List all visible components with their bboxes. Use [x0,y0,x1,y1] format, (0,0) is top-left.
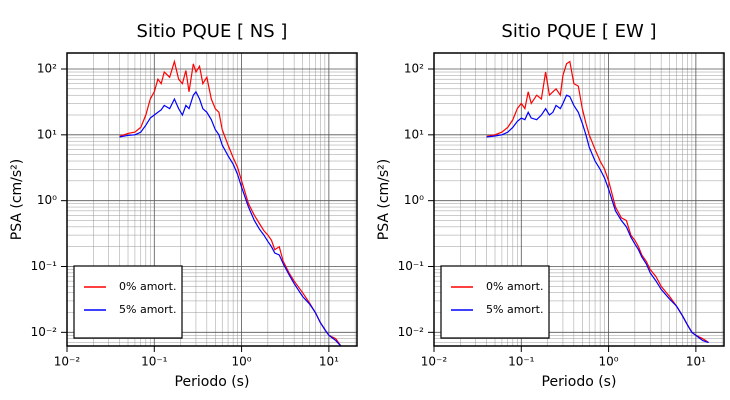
chart-title: Sitio PQUE [ EW ] [501,21,656,42]
x-tick-label: 10¹ [686,355,706,369]
series-line [119,90,342,346]
y-tick-label: 10⁻² [398,325,425,339]
legend-label: 5% amort. [119,303,176,316]
plot-frame [433,52,725,347]
subplot: Sitio PQUE [ NS ] Periodo (s) PSA (cm/s²) 1… [9,21,358,390]
legend-label: 0% amort. [486,280,543,293]
subplot: Sitio PQUE [ EW ] Periodo (s) PSA (cm/s²) 1… [376,21,725,390]
series-line [486,94,709,344]
x-tick-label: 10⁻² [421,355,448,369]
series-line [486,60,709,344]
legend-label: 5% amort. [486,303,543,316]
legend-box [440,265,550,339]
y-tick-label: 10⁰ [37,193,57,207]
x-tick-label: 10⁰ [232,355,252,369]
y-tick-label: 10¹ [37,127,57,141]
x-tick-label: 10¹ [319,355,339,369]
y-tick-label: 10⁻¹ [31,259,58,273]
y-axis-label: PSA (cm/s²) [9,159,25,241]
x-tick-label: 10⁻¹ [141,355,168,369]
y-tick-label: 10⁻¹ [398,259,425,273]
series-line [119,59,342,346]
chart-title: Sitio PQUE [ NS ] [137,21,288,42]
y-tick-label: 10⁻² [31,325,58,339]
legend-box [73,265,183,339]
x-tick-label: 10⁻² [54,355,81,369]
y-tick-label: 10¹ [404,127,424,141]
x-axis-label: Periodo (s) [175,374,250,390]
x-tick-label: 10⁰ [599,355,619,369]
y-axis-label: PSA (cm/s²) [376,159,392,241]
legend-label: 0% amort. [119,280,176,293]
y-tick-label: 10⁰ [404,193,424,207]
x-axis-label: Periodo (s) [542,374,617,390]
plot-frame [66,52,358,347]
y-tick-label: 10² [37,61,57,75]
x-tick-label: 10⁻¹ [508,355,535,369]
y-tick-label: 10² [404,61,424,75]
